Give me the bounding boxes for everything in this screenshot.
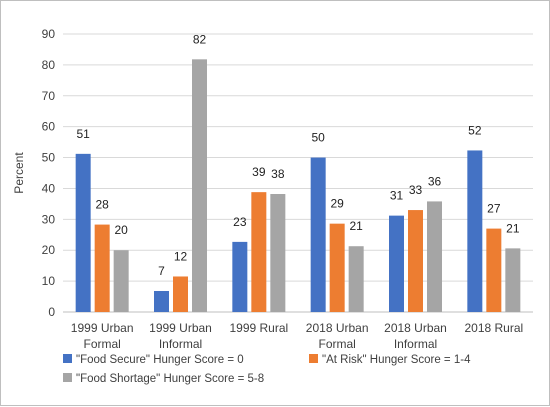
legend-swatch bbox=[63, 373, 72, 382]
data-label: 51 bbox=[76, 127, 90, 141]
x-tick-label: 1999 Urban Formal bbox=[71, 321, 134, 351]
legend-swatch bbox=[63, 354, 72, 363]
y-tick-label: 80 bbox=[42, 58, 56, 72]
bar bbox=[154, 290, 169, 312]
bar bbox=[173, 276, 188, 312]
bar bbox=[310, 157, 326, 312]
data-label: 29 bbox=[330, 197, 344, 211]
bar bbox=[232, 241, 248, 312]
y-axis-title: Percent bbox=[12, 152, 26, 194]
x-tick-label-line: 1999 Urban bbox=[71, 321, 134, 335]
x-tick-label-line: 2018 Urban bbox=[384, 321, 447, 335]
bar bbox=[348, 246, 364, 312]
x-tick-label-line: Informal bbox=[394, 337, 437, 351]
data-label: 82 bbox=[193, 32, 207, 46]
data-label: 20 bbox=[114, 223, 128, 237]
bar bbox=[505, 248, 521, 312]
y-tick-label: 30 bbox=[42, 212, 56, 226]
data-label: 50 bbox=[311, 131, 325, 145]
bar bbox=[329, 223, 345, 312]
data-label: 36 bbox=[428, 174, 442, 188]
bar bbox=[389, 215, 404, 312]
legend-label: "Food Secure" Hunger Score = 0 bbox=[76, 354, 244, 366]
x-tick-label: 1999 Rural bbox=[229, 321, 288, 335]
x-tick-label-line: Formal bbox=[318, 337, 355, 351]
data-label: 7 bbox=[158, 264, 165, 278]
x-tick-label: 1999 Urban Informal bbox=[149, 321, 212, 351]
x-tick-label-line: Informal bbox=[159, 337, 202, 351]
bar bbox=[486, 228, 502, 312]
x-tick-label-line: 1999 Rural bbox=[229, 321, 288, 335]
y-tick-label: 50 bbox=[42, 151, 56, 165]
data-label: 21 bbox=[506, 221, 520, 235]
y-tick-label: 10 bbox=[42, 274, 56, 288]
data-label: 21 bbox=[349, 219, 363, 233]
x-tick-label-line: 2018 Rural bbox=[464, 321, 523, 335]
data-label: 23 bbox=[233, 215, 247, 229]
bar bbox=[75, 153, 91, 312]
bar bbox=[251, 192, 267, 312]
x-tick-label: 2018 Rural bbox=[464, 321, 523, 335]
bar bbox=[94, 224, 110, 312]
data-label: 28 bbox=[95, 198, 109, 212]
legend-label: "At Risk" Hunger Score = 1-4 bbox=[322, 354, 471, 366]
data-label: 33 bbox=[409, 183, 423, 197]
data-label: 39 bbox=[252, 165, 266, 179]
data-label: 27 bbox=[487, 202, 501, 216]
x-tick-label: 2018 Urban Informal bbox=[384, 321, 447, 351]
legend-swatch bbox=[309, 354, 318, 363]
bar bbox=[113, 250, 129, 312]
y-tick-label: 60 bbox=[42, 120, 56, 134]
data-label: 38 bbox=[271, 167, 285, 181]
data-label: 31 bbox=[390, 189, 404, 203]
y-tick-label: 0 bbox=[48, 305, 55, 319]
bar bbox=[192, 59, 207, 312]
data-label: 52 bbox=[468, 123, 482, 137]
bar bbox=[467, 150, 483, 312]
x-tick-label-line: 1999 Urban bbox=[149, 321, 212, 335]
bar bbox=[408, 210, 423, 312]
x-tick-label-line: 2018 Urban bbox=[306, 321, 369, 335]
bar bbox=[270, 194, 286, 312]
x-tick-label-line: Formal bbox=[83, 337, 120, 351]
y-tick-label: 70 bbox=[42, 89, 56, 103]
x-tick-label: 2018 Urban Formal bbox=[306, 321, 369, 351]
data-label: 12 bbox=[174, 249, 188, 263]
y-tick-label: 20 bbox=[42, 243, 56, 257]
bar bbox=[427, 201, 442, 312]
y-tick-label: 90 bbox=[42, 27, 56, 41]
y-tick-label: 40 bbox=[42, 181, 56, 195]
legend-label: "Food Shortage" Hunger Score = 5-8 bbox=[76, 373, 264, 385]
